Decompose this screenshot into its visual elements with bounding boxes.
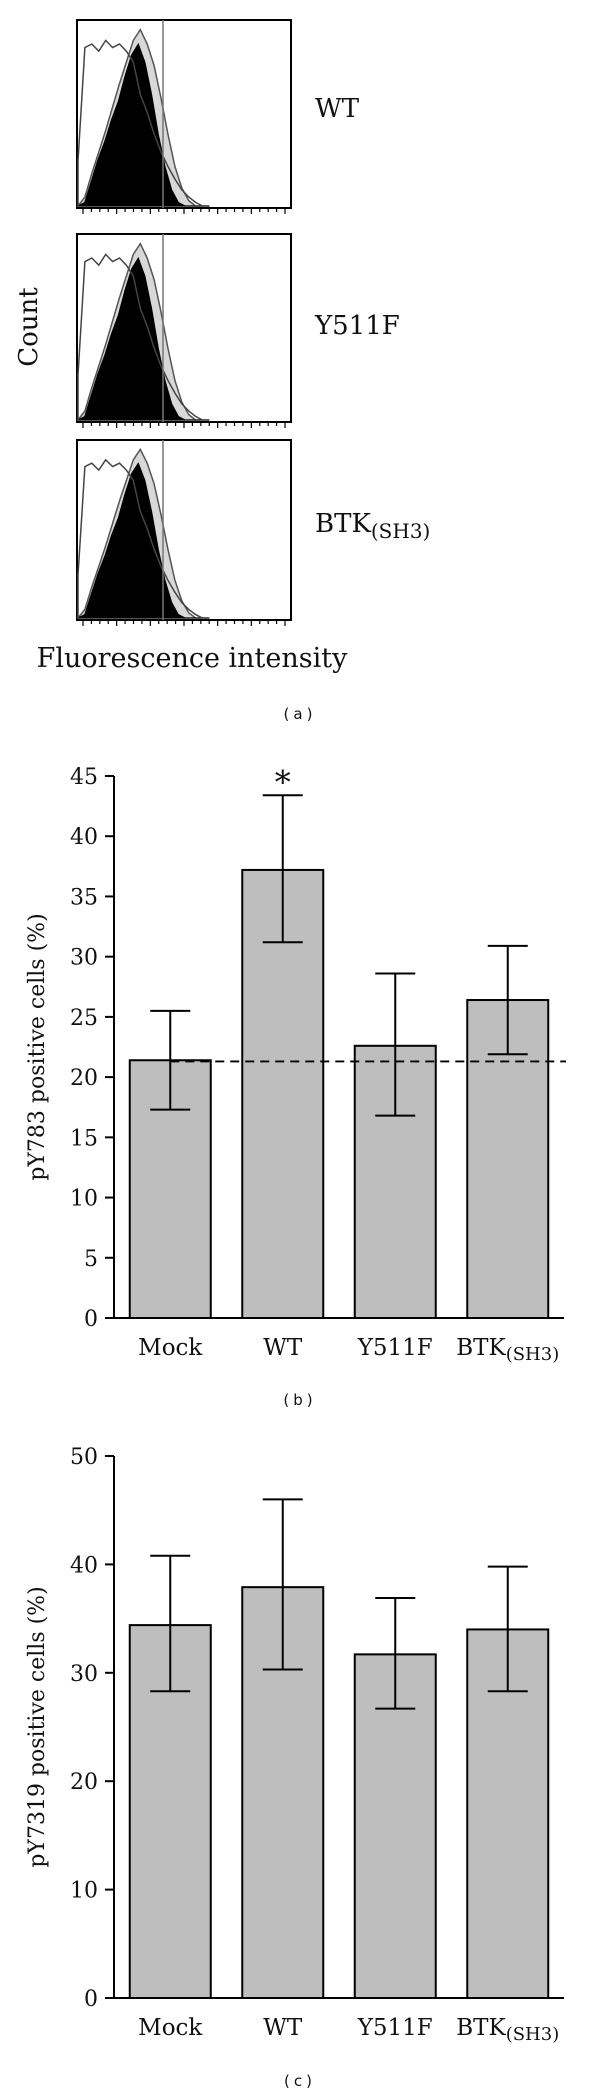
- bar-chart-pY7319: 0 10 20 30 40 50 pY7319 positive cells (%) Mock…: [25, 1445, 564, 2045]
- histogram-3: BTK(SH3): [76, 439, 430, 626]
- count-axis-label: Count: [14, 287, 44, 367]
- bar-3: [353, 1653, 437, 1999]
- category-label: BTK(SH3): [456, 1335, 559, 1365]
- y-tick-label: 30: [70, 1662, 98, 1687]
- y-tick-label: 5: [84, 1247, 98, 1272]
- y-tick-label: 20: [70, 1770, 98, 1795]
- histogram-panel: Count Fluorescence intensity (a) WT Y511F…: [14, 19, 430, 723]
- histogram-label-subscript: (SH3): [371, 519, 430, 543]
- y-tick-label: 15: [70, 1126, 98, 1151]
- category-label: Y511F: [357, 2015, 433, 2041]
- y-tick-label: 35: [70, 885, 98, 910]
- histogram-open-curve: [77, 39, 210, 207]
- category-label: BTK(SH3): [456, 2015, 559, 2045]
- category-label: WT: [263, 1335, 303, 1361]
- category-label: WT: [263, 2015, 303, 2041]
- y-axis-label: pY7319 positive cells (%): [25, 1586, 50, 1867]
- bar-chart-pY783: 0 5 10 15 20 25 30 35 40 45 pY783 positive cells (…: [25, 763, 566, 1365]
- histogram-2: Y511F: [76, 233, 400, 428]
- y-tick-label: 20: [70, 1066, 98, 1091]
- category-label-subscript: (SH3): [506, 1344, 560, 1365]
- y-tick-label: 10: [70, 1187, 98, 1212]
- panel-label-b: (b): [283, 1391, 316, 1409]
- histogram-label: BTK(SH3): [315, 509, 430, 543]
- histogram-filled-curve: [77, 256, 206, 421]
- histogram-open-curve: [77, 253, 210, 421]
- category-label-subscript: (SH3): [506, 2024, 560, 2045]
- histogram-filled-curve: [77, 42, 206, 207]
- histogram-filled-curve: [77, 462, 206, 619]
- histogram-label: Y511F: [314, 311, 400, 341]
- category-label: Y511F: [357, 1335, 433, 1361]
- category-label: Mock: [138, 2015, 203, 2041]
- y-axis-label: pY783 positive cells (%): [25, 913, 50, 1180]
- y-tick-label: 50: [70, 1445, 98, 1470]
- y-tick-label: 25: [70, 1006, 98, 1031]
- significance-asterisk: *: [275, 763, 291, 801]
- bar-2: [241, 868, 325, 1319]
- fluorescence-axis-label: Fluorescence intensity: [37, 643, 349, 674]
- histogram-1: WT: [76, 19, 360, 214]
- histogram-label: WT: [315, 94, 360, 124]
- y-tick-label: 40: [70, 1553, 98, 1578]
- y-tick-label: 0: [84, 1307, 98, 1332]
- y-tick-label: 0: [84, 1987, 98, 2012]
- y-tick-label: 30: [70, 946, 98, 971]
- category-label: Mock: [138, 1335, 203, 1361]
- panel-label-c: (c): [284, 2072, 316, 2090]
- histogram-open-curve: [77, 458, 210, 619]
- y-tick-label: 40: [70, 825, 98, 850]
- y-tick-label: 10: [70, 1879, 98, 1904]
- y-tick-label: 45: [70, 765, 98, 790]
- panel-label-a: (a): [284, 705, 317, 723]
